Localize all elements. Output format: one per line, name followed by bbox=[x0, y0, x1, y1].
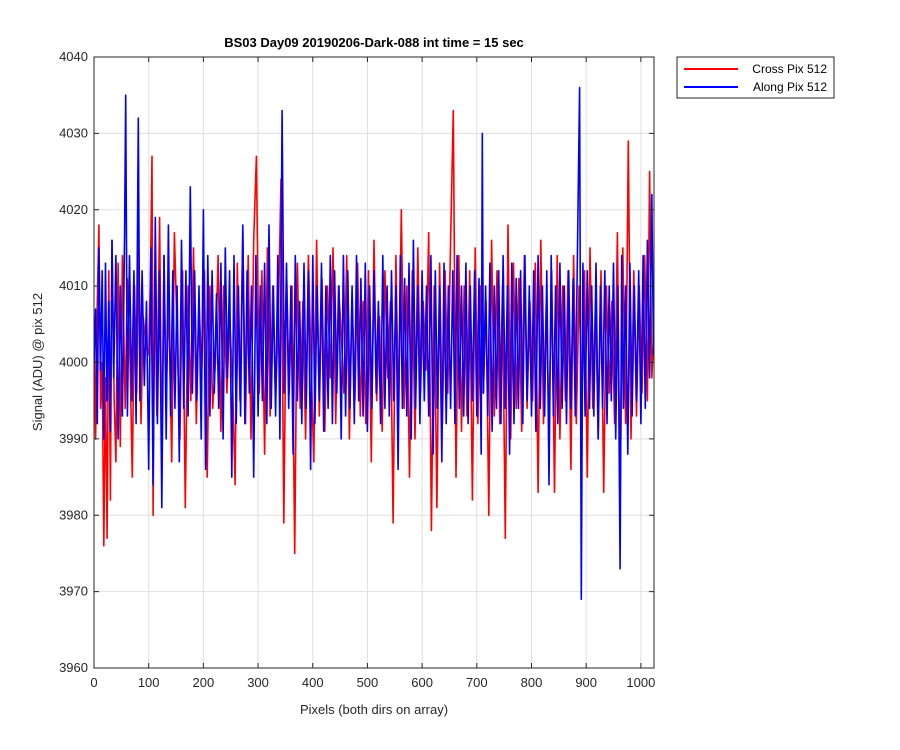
x-tick-label: 600 bbox=[411, 675, 433, 690]
x-tick-label: 700 bbox=[466, 675, 488, 690]
legend-label-along: Along Pix 512 bbox=[753, 80, 827, 94]
x-tick-label: 500 bbox=[357, 675, 379, 690]
x-tick-label: 800 bbox=[521, 675, 543, 690]
x-tick-label: 300 bbox=[247, 675, 269, 690]
y-tick-label: 4020 bbox=[59, 202, 88, 217]
y-tick-label: 3990 bbox=[59, 431, 88, 446]
y-tick-label: 4040 bbox=[59, 49, 88, 64]
y-tick-label: 3960 bbox=[59, 660, 88, 675]
y-tick-label: 4010 bbox=[59, 278, 88, 293]
x-tick-label: 200 bbox=[193, 675, 215, 690]
chart-title: BS03 Day09 20190206-Dark-088 int time = … bbox=[224, 35, 524, 50]
x-tick-label: 0 bbox=[90, 675, 97, 690]
ticks: 0 100 200 300 400 500 600 700 800 900 1000 3960 3970… bbox=[59, 49, 655, 690]
y-tick-label: 3970 bbox=[59, 584, 88, 599]
series-line-along-pix-512 bbox=[94, 86, 654, 601]
x-tick-label: 900 bbox=[575, 675, 597, 690]
x-tick-label: 100 bbox=[138, 675, 160, 690]
x-tick-label: 400 bbox=[302, 675, 324, 690]
legend-box bbox=[676, 56, 835, 99]
x-tick-label: 1000 bbox=[626, 675, 655, 690]
x-axis-label: Pixels (both dirs on array) bbox=[300, 702, 448, 717]
y-tick-label: 3980 bbox=[59, 507, 88, 522]
legend: Cross Pix 512 Along Pix 512 bbox=[676, 56, 835, 99]
y-tick-label: 4000 bbox=[59, 355, 88, 370]
y-axis-label: Signal (ADU) @ pix 512 bbox=[30, 293, 45, 431]
series-layer bbox=[94, 86, 654, 601]
legend-label-cross: Cross Pix 512 bbox=[752, 62, 827, 76]
y-tick-label: 4030 bbox=[59, 125, 88, 140]
